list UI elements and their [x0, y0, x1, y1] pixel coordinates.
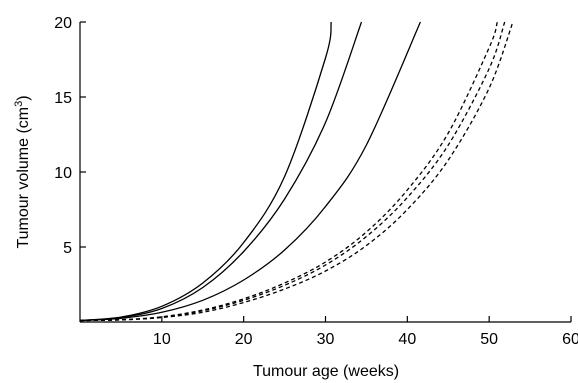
y-tick-label: 15 [54, 90, 72, 107]
dashed-growth-curve-6 [79, 21, 514, 322]
x-tick-label: 60 [562, 331, 578, 348]
x-axis-ticks: 10 20 30 40 50 60 [153, 316, 578, 348]
dashed-growth-curve-5 [79, 21, 506, 322]
x-tick-label: 50 [480, 331, 498, 348]
y-axis-ticks: 5 10 15 20 [54, 15, 86, 257]
x-tick-label: 30 [317, 331, 335, 348]
y-tick-label: 20 [54, 15, 72, 32]
x-tick-label: 10 [153, 331, 171, 348]
y-tick-label: 5 [63, 240, 72, 257]
x-tick-label: 40 [398, 331, 416, 348]
x-tick-label: 20 [235, 331, 253, 348]
solid-growth-curve-2 [79, 21, 363, 322]
y-axis-label-main: Tumour volume (cm [15, 107, 32, 249]
x-axis-label: Tumour age (weeks) [253, 363, 399, 380]
dashed-growth-curve-4 [79, 21, 498, 322]
y-axis-label-superscript: 3 [13, 101, 25, 107]
curve-series-group [79, 21, 514, 322]
y-axis-label-close: ) [15, 95, 32, 100]
solid-growth-curve-3 [79, 21, 421, 322]
y-axis-label: Tumour volume (cm3) [13, 95, 32, 248]
y-tick-label: 10 [54, 165, 72, 182]
solid-growth-curve-1 [79, 21, 332, 322]
